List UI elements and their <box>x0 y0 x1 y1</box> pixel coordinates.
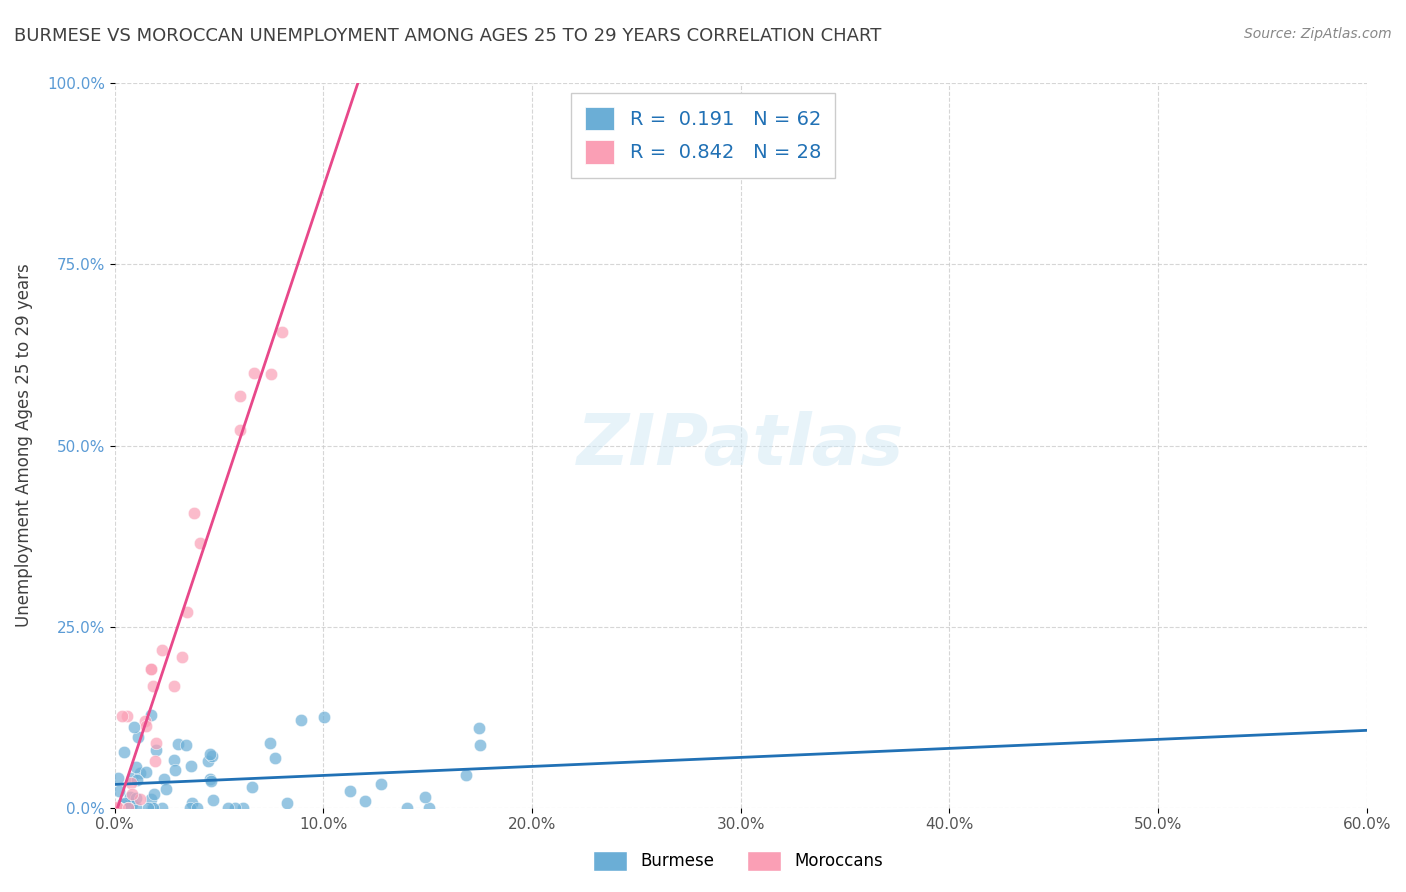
Burmese <box>124 760 146 774</box>
Moroccans <box>115 709 138 723</box>
Burmese <box>179 800 201 814</box>
Burmese <box>117 800 139 814</box>
Burmese <box>174 739 197 753</box>
Burmese <box>198 747 221 761</box>
Y-axis label: Unemployment Among Ages 25 to 29 years: Unemployment Among Ages 25 to 29 years <box>15 264 32 627</box>
Burmese <box>197 754 219 768</box>
Moroccans <box>105 800 128 814</box>
Burmese <box>370 777 392 791</box>
Burmese <box>107 771 129 785</box>
Burmese <box>396 800 419 814</box>
Burmese <box>150 800 173 814</box>
Moroccans <box>128 792 150 806</box>
Burmese <box>198 772 221 787</box>
Moroccans <box>176 606 198 620</box>
Burmese <box>127 730 149 744</box>
Moroccans <box>152 643 174 657</box>
Burmese <box>339 784 361 798</box>
Text: ZIPatlas: ZIPatlas <box>576 411 904 480</box>
Burmese <box>162 753 184 767</box>
Burmese <box>111 797 134 811</box>
Moroccans <box>107 800 129 814</box>
Burmese <box>314 710 336 724</box>
Moroccans <box>243 367 266 381</box>
Burmese <box>181 796 204 810</box>
Moroccans <box>139 661 162 675</box>
Burmese <box>200 774 222 789</box>
Burmese <box>105 800 128 814</box>
Burmese <box>145 743 167 757</box>
Moroccans <box>145 736 167 750</box>
Text: BURMESE VS MOROCCAN UNEMPLOYMENT AMONG AGES 25 TO 29 YEARS CORRELATION CHART: BURMESE VS MOROCCAN UNEMPLOYMENT AMONG A… <box>14 27 882 45</box>
Burmese <box>122 720 145 734</box>
Burmese <box>290 713 312 727</box>
Burmese <box>155 782 177 797</box>
Burmese <box>202 793 225 807</box>
Burmese <box>112 745 135 759</box>
Burmese <box>167 737 190 751</box>
Burmese <box>121 797 143 811</box>
Moroccans <box>163 679 186 693</box>
Burmese <box>114 796 136 810</box>
Burmese <box>276 796 298 810</box>
Burmese <box>470 738 492 752</box>
Burmese <box>120 790 142 805</box>
Burmese <box>142 787 165 801</box>
Moroccans <box>143 754 166 768</box>
Moroccans <box>188 535 211 549</box>
Burmese <box>240 780 263 794</box>
Moroccans <box>120 776 142 790</box>
Moroccans <box>229 388 252 402</box>
Burmese <box>165 763 187 777</box>
Burmese <box>152 772 174 786</box>
Burmese <box>108 800 131 814</box>
Burmese <box>468 721 491 735</box>
Burmese <box>108 784 131 798</box>
Burmese <box>141 800 163 814</box>
Burmese <box>224 800 246 814</box>
Moroccans <box>183 507 205 521</box>
Burmese <box>139 708 162 723</box>
Moroccans <box>142 679 165 693</box>
Burmese <box>201 749 224 764</box>
Moroccans <box>117 800 139 814</box>
Burmese <box>125 790 148 805</box>
Moroccans <box>229 423 252 437</box>
Burmese <box>110 800 132 814</box>
Moroccans <box>107 800 129 814</box>
Moroccans <box>135 719 157 733</box>
Burmese <box>180 758 202 772</box>
Legend: Burmese, Moroccans: Burmese, Moroccans <box>586 844 890 878</box>
Burmese <box>259 736 281 750</box>
Moroccans <box>111 708 134 723</box>
Burmese <box>121 772 143 786</box>
Moroccans <box>107 800 129 814</box>
Burmese <box>139 792 162 806</box>
Moroccans <box>139 662 162 676</box>
Burmese <box>128 766 150 780</box>
Moroccans <box>270 326 292 340</box>
Moroccans <box>121 787 143 801</box>
Burmese <box>127 773 149 788</box>
Burmese <box>125 800 148 814</box>
Burmese <box>186 800 208 814</box>
Burmese <box>264 751 287 765</box>
Burmese <box>418 800 440 814</box>
Legend: R =  0.191   N = 62, R =  0.842   N = 28: R = 0.191 N = 62, R = 0.842 N = 28 <box>571 93 835 178</box>
Moroccans <box>134 714 156 728</box>
Burmese <box>217 800 239 814</box>
Burmese <box>135 764 157 779</box>
Burmese <box>141 800 163 814</box>
Moroccans <box>260 367 283 381</box>
Burmese <box>413 789 436 804</box>
Burmese <box>232 800 254 814</box>
Text: Source: ZipAtlas.com: Source: ZipAtlas.com <box>1244 27 1392 41</box>
Burmese <box>136 800 159 814</box>
Burmese <box>354 794 377 808</box>
Burmese <box>456 768 478 782</box>
Moroccans <box>170 650 193 665</box>
